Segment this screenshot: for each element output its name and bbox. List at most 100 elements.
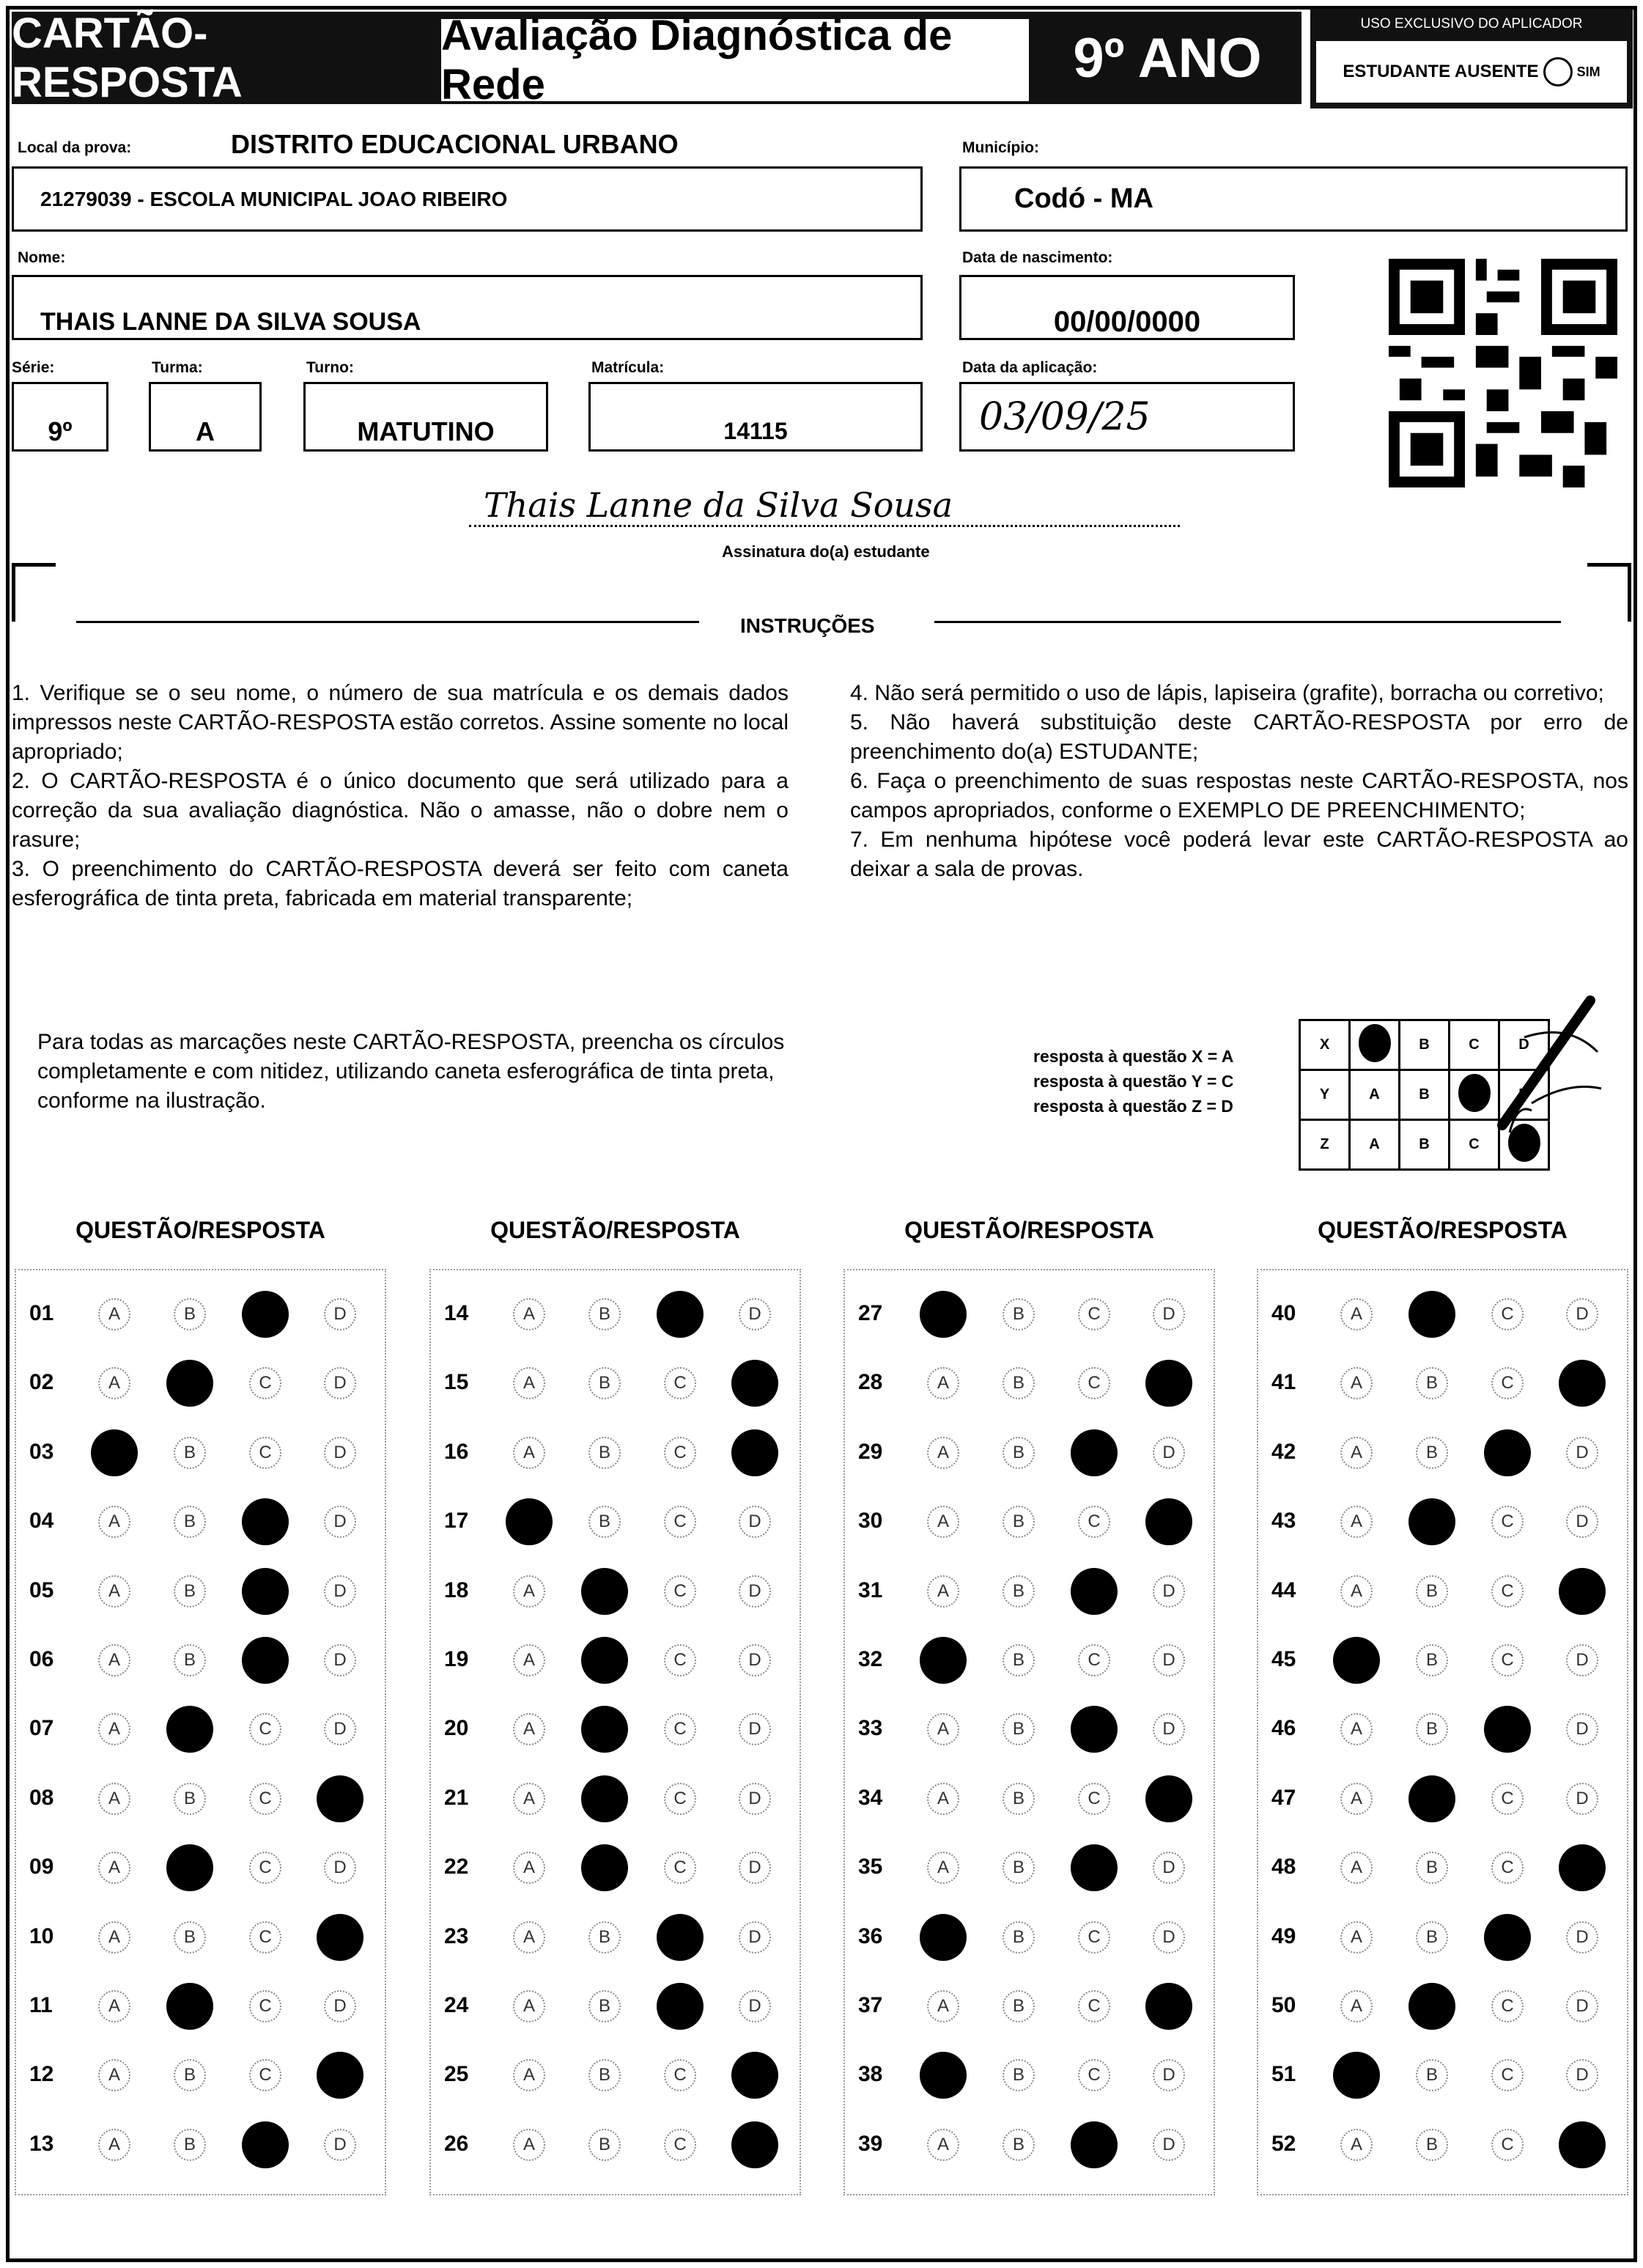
bubble-filled-c[interactable]: [242, 1291, 289, 1338]
bubble-a[interactable]: A: [1340, 1921, 1373, 1954]
bubble-filled-d[interactable]: [1145, 1775, 1192, 1822]
bubble-d[interactable]: D: [1566, 1921, 1598, 1954]
bubble-a[interactable]: A: [513, 2128, 545, 2161]
bubble-a[interactable]: A: [98, 1644, 130, 1676]
bubble-filled-b[interactable]: [581, 1637, 628, 1684]
bubble-c[interactable]: C: [664, 1644, 696, 1676]
bubble-filled-d[interactable]: [1559, 2121, 1606, 2168]
bubble-d[interactable]: D: [1153, 1298, 1185, 1330]
bubble-filled-c[interactable]: [1484, 1913, 1531, 1961]
bubble-b[interactable]: B: [174, 1436, 206, 1469]
bubble-filled-d[interactable]: [731, 1429, 778, 1476]
absent-checkbox[interactable]: [1543, 57, 1573, 86]
bubble-filled-b[interactable]: [1408, 1983, 1455, 2030]
bubble-a[interactable]: A: [927, 1575, 959, 1608]
bubble-b[interactable]: B: [588, 1921, 621, 1954]
bubble-b[interactable]: B: [174, 1506, 206, 1539]
bubble-b[interactable]: B: [1003, 1782, 1035, 1815]
bubble-b[interactable]: B: [1003, 1644, 1035, 1676]
bubble-c[interactable]: C: [664, 1852, 696, 1885]
bubble-b[interactable]: B: [174, 1575, 206, 1608]
bubble-filled-d[interactable]: [317, 1913, 363, 1961]
bubble-filled-a[interactable]: [920, 2052, 967, 2099]
bubble-d[interactable]: D: [739, 1782, 771, 1815]
bubble-c[interactable]: C: [249, 1990, 281, 2022]
bubble-d[interactable]: D: [1566, 1436, 1598, 1469]
bubble-filled-d[interactable]: [1145, 1498, 1192, 1546]
bubble-d[interactable]: D: [324, 1436, 356, 1469]
bubble-filled-d[interactable]: [1559, 1360, 1606, 1407]
bubble-filled-b[interactable]: [166, 1983, 213, 2030]
bubble-a[interactable]: A: [98, 1921, 130, 1954]
bubble-d[interactable]: D: [1566, 1644, 1598, 1676]
bubble-filled-c[interactable]: [657, 1913, 704, 1961]
bubble-filled-c[interactable]: [1484, 1429, 1531, 1476]
bubble-c[interactable]: C: [249, 1852, 281, 1885]
bubble-d[interactable]: D: [1566, 1990, 1598, 2022]
bubble-a[interactable]: A: [98, 1506, 130, 1539]
bubble-d[interactable]: D: [739, 1506, 771, 1539]
bubble-a[interactable]: A: [1340, 1298, 1373, 1330]
bubble-c[interactable]: C: [1078, 1782, 1110, 1815]
bubble-b[interactable]: B: [1003, 2059, 1035, 2092]
bubble-a[interactable]: A: [927, 1990, 959, 2022]
bubble-a[interactable]: A: [1340, 1506, 1373, 1539]
bubble-c[interactable]: C: [1491, 1644, 1524, 1676]
bubble-b[interactable]: B: [588, 1990, 621, 2022]
bubble-filled-b[interactable]: [1408, 1775, 1455, 1822]
bubble-c[interactable]: C: [1491, 2128, 1524, 2161]
bubble-filled-c[interactable]: [1071, 1429, 1118, 1476]
bubble-c[interactable]: C: [1491, 2059, 1524, 2092]
bubble-b[interactable]: B: [588, 1436, 621, 1469]
bubble-filled-d[interactable]: [1145, 1360, 1192, 1407]
bubble-d[interactable]: D: [1153, 1644, 1185, 1676]
bubble-filled-d[interactable]: [731, 2121, 778, 2168]
bubble-a[interactable]: A: [513, 2059, 545, 2092]
bubble-a[interactable]: A: [513, 1852, 545, 1885]
bubble-a[interactable]: A: [927, 1367, 959, 1400]
bubble-a[interactable]: A: [513, 1298, 545, 1330]
bubble-a[interactable]: A: [513, 1644, 545, 1676]
bubble-d[interactable]: D: [739, 1644, 771, 1676]
bubble-a[interactable]: A: [927, 1852, 959, 1885]
bubble-c[interactable]: C: [1491, 1506, 1524, 1539]
bubble-a[interactable]: A: [513, 1367, 545, 1400]
bubble-d[interactable]: D: [324, 1713, 356, 1746]
bubble-d[interactable]: D: [1153, 1575, 1185, 1608]
bubble-c[interactable]: C: [1491, 1575, 1524, 1608]
bubble-d[interactable]: D: [1566, 1506, 1598, 1539]
bubble-filled-b[interactable]: [1408, 1498, 1455, 1546]
bubble-filled-c[interactable]: [242, 1498, 289, 1546]
bubble-a[interactable]: A: [513, 1575, 545, 1608]
bubble-c[interactable]: C: [1078, 1506, 1110, 1539]
bubble-b[interactable]: B: [1416, 1852, 1448, 1885]
bubble-d[interactable]: D: [324, 2128, 356, 2161]
bubble-c[interactable]: C: [664, 1436, 696, 1469]
bubble-filled-d[interactable]: [731, 1360, 778, 1407]
bubble-filled-d[interactable]: [731, 2052, 778, 2099]
bubble-a[interactable]: A: [1340, 1990, 1373, 2022]
bubble-d[interactable]: D: [1153, 2059, 1185, 2092]
bubble-a[interactable]: A: [1340, 1436, 1373, 1469]
bubble-c[interactable]: C: [1491, 1852, 1524, 1885]
bubble-c[interactable]: C: [1491, 1782, 1524, 1815]
bubble-filled-c[interactable]: [1071, 1706, 1118, 1753]
bubble-filled-c[interactable]: [242, 1567, 289, 1615]
bubble-filled-c[interactable]: [242, 1637, 289, 1684]
bubble-filled-d[interactable]: [1559, 1844, 1606, 1892]
bubble-b[interactable]: B: [174, 2059, 206, 2092]
bubble-b[interactable]: B: [174, 1298, 206, 1330]
bubble-d[interactable]: D: [739, 1575, 771, 1608]
bubble-filled-a[interactable]: [920, 1291, 967, 1338]
bubble-c[interactable]: C: [249, 2059, 281, 2092]
bubble-b[interactable]: B: [588, 2128, 621, 2161]
bubble-c[interactable]: C: [1491, 1367, 1524, 1400]
bubble-c[interactable]: C: [249, 1782, 281, 1815]
bubble-filled-a[interactable]: [1333, 2052, 1380, 2099]
bubble-filled-a[interactable]: [1333, 1637, 1380, 1684]
bubble-a[interactable]: A: [927, 2128, 959, 2161]
bubble-a[interactable]: A: [513, 1782, 545, 1815]
bubble-b[interactable]: B: [174, 1782, 206, 1815]
bubble-filled-d[interactable]: [1145, 1983, 1192, 2030]
bubble-a[interactable]: A: [1340, 1575, 1373, 1608]
